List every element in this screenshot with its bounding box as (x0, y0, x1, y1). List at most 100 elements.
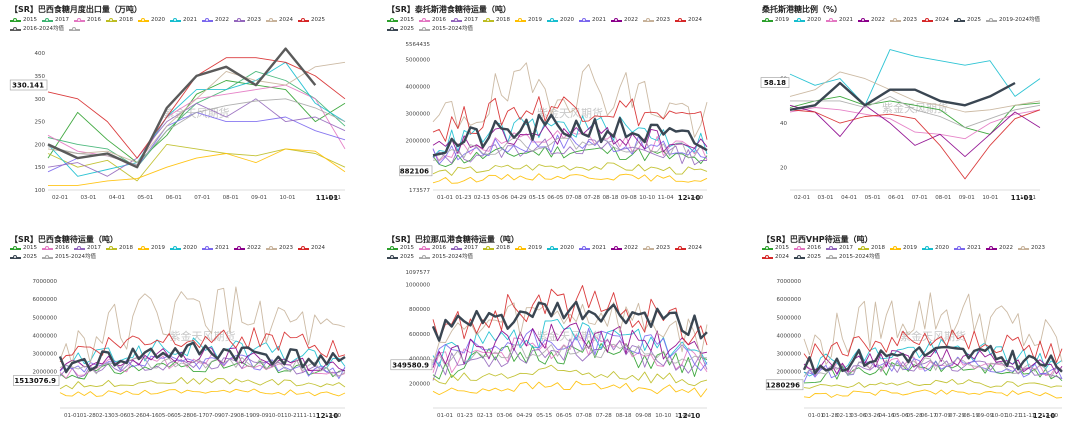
series-line (803, 389, 1063, 399)
legend-item[interactable]: 2024 (675, 244, 702, 253)
legend-label: 2021 (967, 245, 981, 251)
x-tick-label: 08-18 (616, 413, 632, 419)
legend-item[interactable]: 2018 (106, 244, 133, 253)
y-tick-label: 200000 (409, 381, 430, 387)
legend-item[interactable]: 2023 (266, 244, 293, 253)
legend-swatch (675, 17, 686, 22)
legend-item[interactable]: 2022 (611, 16, 638, 25)
series-line (432, 113, 708, 157)
legend-item[interactable]: 2016 (419, 244, 446, 253)
legend-item[interactable]: 2017 (42, 16, 69, 25)
legend-item[interactable]: 2015-2024均值 (42, 253, 96, 262)
legend-item[interactable]: 2020 (794, 16, 821, 25)
legend-item[interactable]: 2023 (643, 16, 670, 25)
legend-item[interactable]: 2023 (890, 16, 917, 25)
legend-item[interactable]: 2016 (74, 16, 101, 25)
legend-item[interactable]: 2020 (547, 16, 574, 25)
legend-item[interactable]: 2019 (515, 16, 542, 25)
legend-item[interactable]: 2018 (858, 244, 885, 253)
legend-item[interactable]: 2020 (922, 244, 949, 253)
legend-item[interactable]: 2021 (170, 16, 197, 25)
legend-item[interactable]: 2016 (794, 244, 821, 253)
legend-item[interactable]: 2022 (858, 16, 885, 25)
legend-label: 2015-2024均值 (55, 254, 96, 260)
legend-item[interactable]: 2015 (387, 244, 414, 253)
legend-item[interactable]: 2019 (762, 16, 789, 25)
legend-item[interactable]: 2022 (611, 244, 638, 253)
y-tick-label: 200 (35, 142, 46, 148)
legend-item[interactable]: 2019-2024均值 (986, 16, 1040, 25)
latest-value-marker (765, 379, 804, 391)
x-tick-label: 03-06 (497, 413, 513, 419)
legend-item[interactable]: 2021 (954, 244, 981, 253)
legend-item[interactable]: 2015 (387, 16, 414, 25)
legend-label: 2023 (656, 245, 670, 251)
legend-item[interactable]: 2022 (234, 244, 261, 253)
legend-item[interactable]: 2024 (298, 244, 325, 253)
legend-item[interactable]: 2024 (675, 16, 702, 25)
legend-label: 2015-2024均值 (432, 254, 473, 260)
legend-item[interactable]: 2021 (202, 244, 229, 253)
legend-item[interactable]: 2019 (515, 244, 542, 253)
series-line (803, 339, 1063, 377)
legend-swatch (451, 245, 462, 250)
legend-item[interactable]: 2020 (547, 244, 574, 253)
legend-item[interactable]: 2023 (643, 244, 670, 253)
legend-item[interactable]: 2025 (954, 16, 981, 25)
legend-item[interactable]: 2021 (579, 244, 606, 253)
legend-label: 2017 (839, 245, 853, 251)
legend-item[interactable]: 2016 (42, 244, 69, 253)
legend-item[interactable]: 2016 (419, 16, 446, 25)
x-tick-label: 11-11 (300, 413, 316, 419)
legend-item[interactable]: 2018 (483, 16, 510, 25)
legend-item[interactable]: 2015-2024均值 (826, 253, 880, 262)
legend-item[interactable]: 2025 (298, 16, 325, 25)
legend-item[interactable]: 2022 (986, 244, 1013, 253)
legend-item[interactable]: 2017 (451, 244, 478, 253)
legend-item[interactable]: 2021 (826, 16, 853, 25)
legend-swatch (387, 17, 398, 22)
legend-item[interactable]: 2020 (138, 16, 165, 25)
legend-item[interactable]: 2018 (483, 244, 510, 253)
x-tick-label: 04-16 (878, 413, 894, 419)
legend-item[interactable]: 2019 (890, 244, 917, 253)
legend-item[interactable]: 2015-2024均值 (419, 25, 473, 34)
legend-item[interactable]: 2017 (451, 16, 478, 25)
legend-swatch (10, 245, 21, 250)
legend-item[interactable]: 2015-2024均值 (419, 253, 473, 262)
legend-label: 2015 (775, 245, 789, 251)
legend-swatch (826, 254, 837, 259)
legend-item[interactable]: 2024 (762, 253, 789, 262)
legend-item[interactable]: 2017 (74, 244, 101, 253)
legend-item[interactable]: 2020 (170, 244, 197, 253)
legend-item[interactable]: 2023 (234, 16, 261, 25)
legend-item[interactable]: 2024 (922, 16, 949, 25)
x-tick-label: 09-08 (621, 195, 637, 201)
legend-item[interactable]: 2022 (202, 16, 229, 25)
legend-item[interactable]: 2024 (266, 16, 293, 25)
legend-item[interactable]: 2023 (1018, 244, 1045, 253)
legend-item[interactable]: 2015 (10, 244, 37, 253)
legend-item[interactable]: 2021 (579, 16, 606, 25)
legend-item[interactable]: 2015 (10, 16, 37, 25)
latest-value-marker (399, 165, 433, 177)
x-tick-label: 08-19 (237, 413, 253, 419)
legend-label: 2020 (807, 17, 821, 23)
legend-item[interactable]: 2019 (138, 244, 165, 253)
y-tick-label: 300 (35, 97, 46, 103)
series-line (803, 357, 1063, 379)
series-line (432, 338, 708, 381)
legend-item[interactable] (68, 25, 82, 34)
legend-label: 2015 (23, 245, 37, 251)
legend-item[interactable]: 2017 (826, 244, 853, 253)
legend-swatch (858, 17, 869, 22)
series-line (790, 95, 1041, 129)
legend-item[interactable]: 2018 (106, 16, 133, 25)
legend-item[interactable]: 2025 (794, 253, 821, 262)
y-tick-label: 7000000 (33, 279, 58, 285)
legend-item[interactable]: 2016-2024均值 (10, 25, 64, 34)
legend-item[interactable]: 2025 (10, 253, 37, 262)
legend-item[interactable]: 2015 (762, 244, 789, 253)
legend-item[interactable]: 2025 (387, 253, 414, 262)
legend-item[interactable]: 2025 (387, 25, 414, 34)
